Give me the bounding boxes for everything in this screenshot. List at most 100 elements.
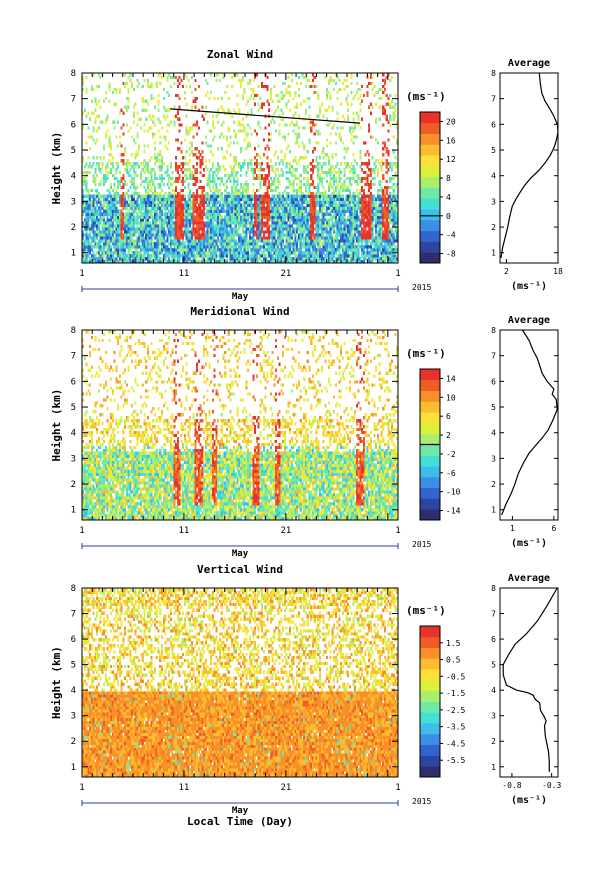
heatmap-cell xyxy=(161,221,164,225)
heatmap-cell xyxy=(352,170,355,175)
heatmap-cell xyxy=(364,170,367,175)
heatmap-cell xyxy=(225,138,229,142)
heatmap-cell xyxy=(196,156,199,160)
heatmap-cell xyxy=(89,260,92,264)
heatmap-cell xyxy=(87,203,90,207)
heatmap-cell xyxy=(89,200,92,204)
heatmap-cell xyxy=(210,227,213,231)
heatmap-cell xyxy=(159,260,162,264)
heatmap-cell xyxy=(364,153,367,157)
heatmap-cell xyxy=(117,191,120,196)
heatmap-cell xyxy=(308,230,311,234)
heatmap-cell xyxy=(83,170,86,175)
heatmap-cell xyxy=(333,176,336,181)
heatmap-cell xyxy=(99,182,102,187)
heatmap-cell xyxy=(224,168,227,172)
heatmap-cell xyxy=(210,242,213,246)
heatmap-cell xyxy=(120,159,123,163)
heatmap-cell xyxy=(90,111,93,115)
heatmap-cell xyxy=(327,105,330,109)
heatmap-cell xyxy=(157,260,160,264)
heatmap-cell xyxy=(82,224,85,228)
heatmap-cell xyxy=(104,173,107,178)
heatmap-cell xyxy=(364,236,367,240)
heatmap-cell xyxy=(285,194,288,198)
heatmap-cell xyxy=(290,218,293,222)
heatmap-cell xyxy=(204,165,207,169)
heatmap-cell xyxy=(104,209,107,213)
heatmap-cell xyxy=(283,233,286,237)
heatmap-cell xyxy=(327,251,330,255)
heatmap-cell xyxy=(362,227,365,231)
heatmap-cell xyxy=(297,203,300,207)
heatmap-cell xyxy=(183,221,186,225)
heatmap-cell xyxy=(220,242,223,246)
heatmap-cell xyxy=(347,227,350,231)
heatmap-cell xyxy=(310,168,313,172)
heatmap-cell xyxy=(296,200,299,204)
heatmap-cell xyxy=(364,215,367,219)
heatmap-cell xyxy=(343,215,346,219)
heatmap-cell xyxy=(168,230,171,234)
heatmap-cell xyxy=(83,218,86,222)
heatmap-cell xyxy=(289,150,292,154)
heatmap-cell xyxy=(227,173,230,178)
heatmap-cell xyxy=(327,182,330,187)
heatmap-cell xyxy=(252,87,255,92)
heatmap-cell xyxy=(331,236,334,240)
heatmap-cell xyxy=(106,188,109,193)
heatmap-cell xyxy=(129,78,132,83)
heatmap-cell xyxy=(152,245,155,249)
heatmap-cell xyxy=(196,176,199,181)
heatmap-cell xyxy=(268,260,271,264)
heatmap-cell xyxy=(250,108,253,112)
heatmap-cell xyxy=(326,212,329,216)
heatmap-cell xyxy=(287,203,290,207)
heatmap-cell xyxy=(136,194,139,198)
heatmap-cell xyxy=(317,236,320,240)
heatmap-cell xyxy=(175,248,178,252)
heatmap-cell xyxy=(143,129,146,133)
heatmap-cell xyxy=(106,170,109,175)
heatmap-cell xyxy=(354,135,357,139)
heatmap-cell xyxy=(287,90,290,95)
heatmap-cell xyxy=(141,84,144,89)
heatmap-cell xyxy=(201,114,204,118)
heatmap-cell xyxy=(215,203,218,207)
heatmap-cell xyxy=(141,200,144,204)
heatmap-cell xyxy=(304,257,308,261)
heatmap-cell xyxy=(168,212,171,216)
heatmap-cell xyxy=(94,176,97,181)
heatmap-cell xyxy=(294,159,297,163)
heatmap-cell xyxy=(282,93,285,98)
heatmap-cell xyxy=(343,257,346,261)
heatmap-cell xyxy=(247,185,250,190)
heatmap-cell xyxy=(232,227,236,231)
heatmap-cell xyxy=(310,206,313,210)
heatmap-cell xyxy=(175,212,178,216)
heatmap-cell xyxy=(178,254,181,258)
heatmap-cell xyxy=(310,218,313,222)
heatmap-cell xyxy=(215,185,218,190)
heatmap-cell xyxy=(347,197,350,201)
heatmap-cell xyxy=(364,239,367,243)
heatmap-cell xyxy=(215,73,218,77)
heatmap-cell xyxy=(183,96,186,101)
heatmap-cell xyxy=(89,236,92,240)
heatmap-cell xyxy=(175,221,178,225)
heatmap-cell xyxy=(115,102,118,106)
heatmap-cell xyxy=(296,132,299,136)
heatmap-cell xyxy=(248,194,251,198)
heatmap-cell xyxy=(153,185,157,190)
heatmap-cell xyxy=(110,144,113,148)
heatmap-cell xyxy=(340,170,343,175)
heatmap-cell xyxy=(110,212,113,216)
heatmap-cell xyxy=(196,224,199,228)
heatmap-cell xyxy=(204,251,207,255)
heatmap-cell xyxy=(359,245,362,249)
heatmap-cell xyxy=(283,221,286,225)
heatmap-cell xyxy=(97,242,100,246)
heatmap-cell xyxy=(289,218,292,222)
heatmap-cell xyxy=(178,221,181,225)
heatmap-cell xyxy=(343,233,346,237)
